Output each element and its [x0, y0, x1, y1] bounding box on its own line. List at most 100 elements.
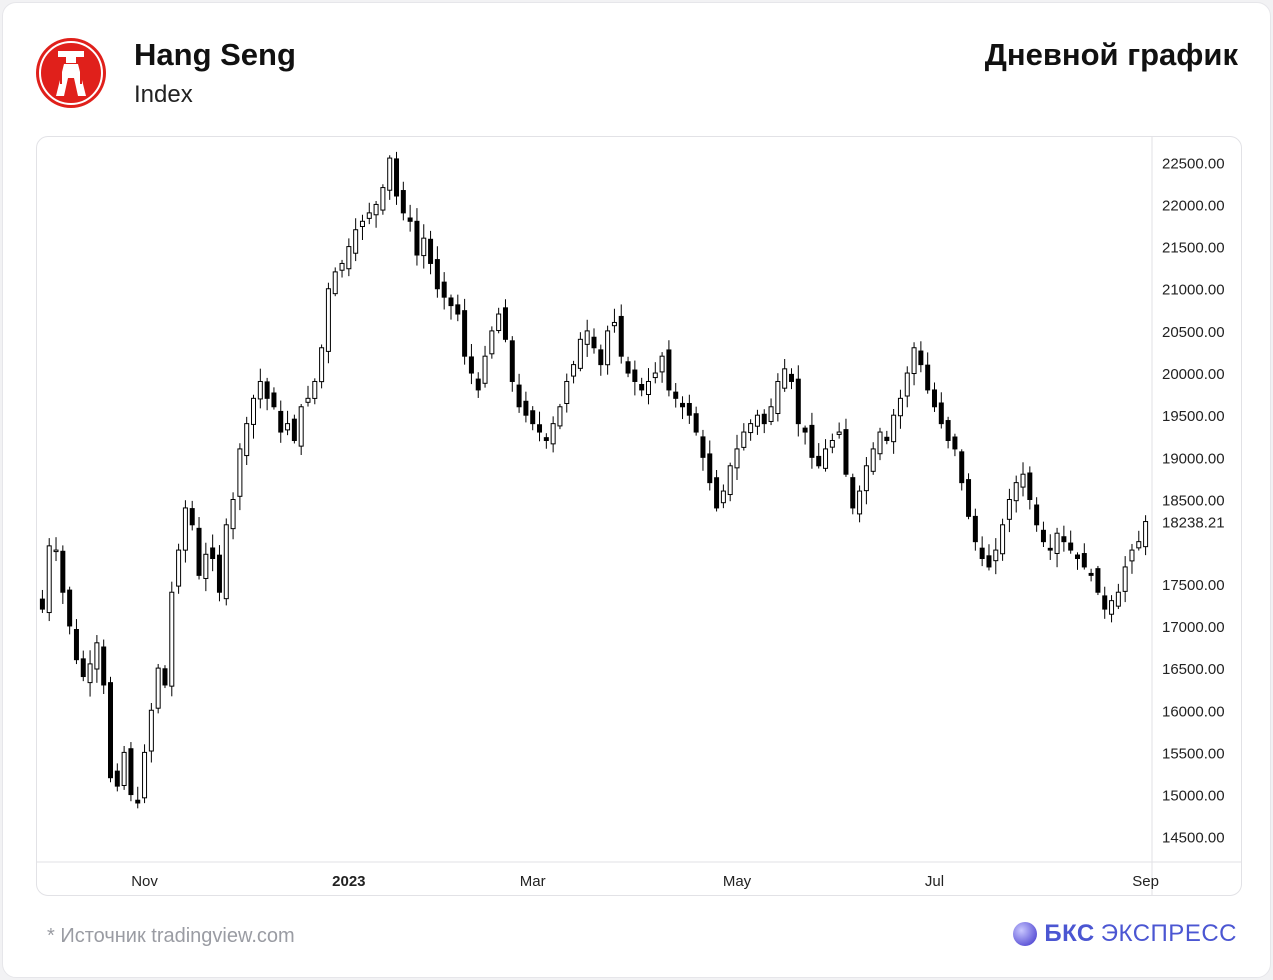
candle: [271, 387, 277, 410]
candle: [1095, 565, 1101, 596]
candle-body-up: [312, 380, 318, 399]
candle: [509, 336, 515, 392]
candle-body-up: [176, 549, 182, 587]
candles-group: [39, 151, 1149, 809]
candle-body-down: [761, 413, 767, 425]
candle-body-up: [230, 499, 236, 530]
candle: [196, 517, 202, 580]
candle: [1040, 521, 1046, 547]
candle: [230, 492, 236, 540]
candle: [782, 358, 788, 392]
candle: [1013, 475, 1019, 513]
x-tick-label: 2023: [332, 873, 365, 890]
candle-body-up: [244, 423, 250, 457]
candle: [489, 326, 495, 359]
brand-logo: БКС ЭКСПРЕСС: [1012, 920, 1237, 948]
y-tick-label: 22000.00: [1162, 197, 1225, 214]
candle-body-down: [925, 364, 931, 391]
candle-body-up: [387, 157, 393, 191]
candle-body-up: [829, 439, 835, 448]
candle: [162, 665, 168, 689]
index-subtitle: Index: [134, 81, 193, 108]
candle: [836, 422, 842, 439]
candle-body-down: [686, 402, 692, 416]
x-tick-label: Jul: [925, 873, 944, 890]
candle-body-down: [543, 437, 549, 441]
hang-seng-logo-icon: [36, 38, 106, 108]
candle-body-down: [850, 477, 856, 509]
candle-body-down: [60, 550, 66, 593]
candle-body-down: [291, 418, 297, 441]
candle-body-down: [632, 369, 638, 382]
candle: [278, 400, 284, 443]
candle-body-down: [516, 384, 522, 408]
candle: [686, 394, 692, 424]
y-tick-label: 14500.00: [1162, 830, 1225, 847]
y-tick-label: 17000.00: [1162, 619, 1225, 636]
candle-body-up: [237, 448, 243, 497]
candle-body-down: [966, 479, 972, 517]
candle-body-down: [455, 304, 461, 315]
candle: [332, 267, 338, 297]
x-tick-label: May: [723, 873, 752, 890]
candle-body-down: [114, 770, 120, 787]
candle: [462, 298, 468, 365]
candle-body-down: [598, 349, 604, 366]
chart-type-label: Дневной график: [984, 37, 1238, 72]
candle: [652, 362, 658, 384]
candle-body-down: [986, 555, 992, 568]
candle-body-down: [448, 297, 454, 307]
candle-body-down: [271, 392, 277, 408]
candle: [639, 377, 645, 397]
candle: [571, 360, 577, 384]
candle-body-up: [584, 330, 590, 345]
candle: [843, 418, 849, 477]
candle: [298, 403, 304, 455]
candle: [251, 394, 257, 439]
candle-body-down: [475, 378, 481, 391]
candle-body-down: [795, 378, 801, 425]
candle-body-down: [918, 350, 924, 366]
candle: [468, 343, 474, 385]
candle: [748, 419, 754, 441]
y-tick-label: 21000.00: [1162, 282, 1225, 299]
candle: [407, 204, 413, 232]
candle: [768, 398, 774, 426]
candle-body-up: [1006, 499, 1012, 520]
candle: [543, 433, 549, 449]
candle-body-down: [101, 646, 107, 686]
candle: [135, 786, 141, 809]
y-tick-label: 16500.00: [1162, 661, 1225, 678]
candle: [394, 151, 400, 205]
candle: [1020, 462, 1026, 497]
candle: [67, 586, 73, 635]
candle-body-down: [73, 629, 79, 661]
candle-body-up: [1000, 524, 1006, 555]
candle: [516, 373, 522, 413]
candle-body-up: [346, 246, 352, 270]
candle: [891, 408, 897, 454]
candle-body-down: [693, 413, 699, 433]
candle-body-up: [182, 507, 188, 551]
candle: [523, 391, 529, 423]
candle: [1081, 543, 1087, 570]
candle-body-up: [1013, 482, 1019, 502]
candle: [176, 543, 182, 594]
candle: [182, 500, 188, 563]
y-tick-label: 16000.00: [1162, 703, 1225, 720]
candle-body-down: [809, 424, 815, 458]
candle-body-up: [496, 313, 502, 332]
y-tick-label: 19500.00: [1162, 408, 1225, 425]
candle-body-down: [843, 429, 849, 475]
candle: [884, 430, 890, 445]
candle: [216, 545, 222, 602]
candle: [448, 294, 454, 320]
candle: [359, 214, 365, 241]
y-tick-label: 21500.00: [1162, 240, 1225, 257]
candle: [850, 473, 856, 515]
candle-body-up: [993, 549, 999, 562]
candle: [918, 341, 924, 373]
candle: [73, 619, 79, 665]
candle-body-down: [39, 598, 45, 610]
candle: [1027, 466, 1033, 510]
